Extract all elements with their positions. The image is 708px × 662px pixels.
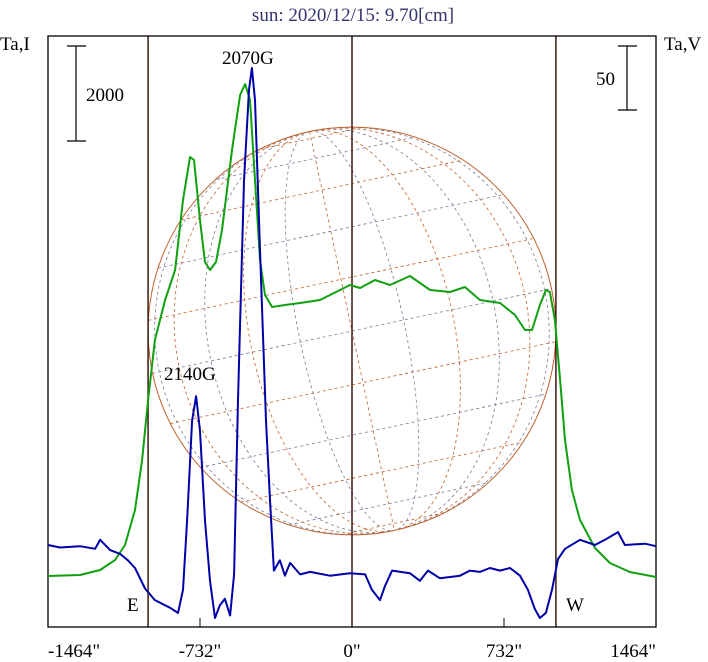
west-limb-label: W (566, 595, 584, 616)
annotation-2140g: 2140G (164, 364, 216, 385)
x-axis-ticks: -1464" -732" 0" 732" 1464" (48, 618, 656, 662)
latitude-line (215, 136, 416, 180)
latitude-line (152, 288, 552, 374)
series-i-line (47, 83, 657, 578)
longitude-line (309, 130, 420, 531)
x-tick-label: 0" (343, 641, 360, 662)
y-axis-label-left: Ta,I (0, 34, 30, 55)
latitude-line (157, 194, 504, 269)
chart-title: sun: 2020/12/15: 9.70[cm] (252, 5, 454, 26)
x-tick-label: 1464" (610, 641, 656, 662)
latitude-line (288, 482, 489, 526)
latitude-line (180, 159, 464, 221)
series-v-line (47, 67, 657, 619)
latitude-line (170, 341, 556, 424)
limb-lines (147, 36, 557, 627)
longitude-line (309, 130, 461, 531)
longitude-line (284, 131, 395, 532)
longitude-line (154, 131, 395, 535)
scale-bar-i-label: 2000 (86, 85, 124, 106)
y-axis-label-right: Ta,V (664, 34, 701, 55)
scale-bar-v-label: 50 (596, 69, 615, 90)
scale-bar-i: 2000 (67, 45, 124, 142)
longitude-line (309, 131, 395, 531)
longitude-line (173, 131, 395, 535)
series-group (47, 67, 657, 619)
east-limb-label: E (127, 595, 139, 616)
longitude-line (204, 131, 395, 534)
plot-frame (47, 35, 657, 628)
x-tick-label: -1464" (48, 641, 100, 662)
longitude-line (309, 128, 500, 531)
longitude-line (309, 127, 531, 531)
latitude-line (200, 393, 547, 468)
longitude-line (243, 131, 395, 532)
x-tick-label: -732" (179, 641, 222, 662)
longitude-line (309, 127, 550, 531)
scale-bar-v: 50 (596, 45, 637, 111)
annotation-2070g: 2070G (222, 48, 274, 69)
x-tick-label: 732" (486, 641, 522, 662)
